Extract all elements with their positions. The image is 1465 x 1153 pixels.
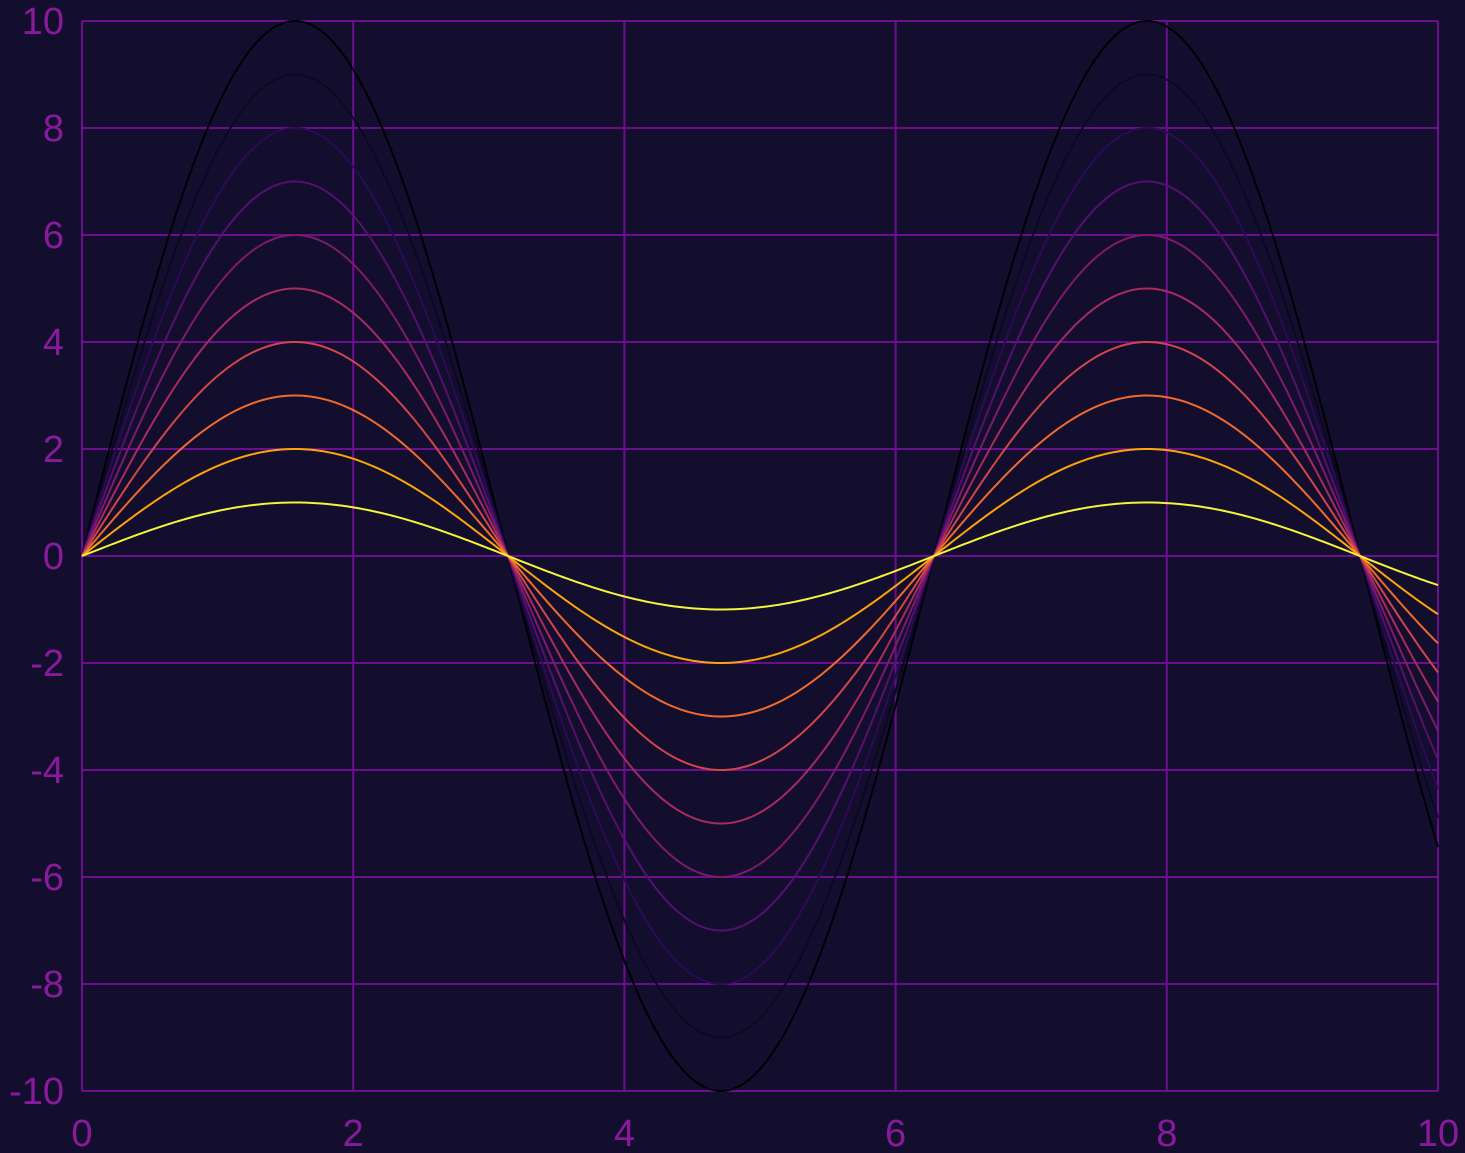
y-tick-label: 10 bbox=[22, 1, 64, 43]
y-tick-label: 8 bbox=[43, 108, 64, 150]
series-line-amplitude-7 bbox=[81, 180, 1439, 932]
series-line-amplitude-1 bbox=[81, 501, 1439, 611]
series-line-amplitude-5 bbox=[81, 287, 1439, 825]
y-tick-label: -2 bbox=[30, 643, 64, 685]
series-line-amplitude-2 bbox=[81, 447, 1439, 665]
y-tick-label: 6 bbox=[43, 215, 64, 257]
y-tick-label: 2 bbox=[43, 429, 64, 471]
y-tick-label: -6 bbox=[30, 857, 64, 899]
series-line-amplitude-8 bbox=[81, 126, 1439, 986]
series-line-amplitude-6 bbox=[81, 233, 1439, 879]
series-line-amplitude-4 bbox=[81, 340, 1439, 772]
x-tick-label: 4 bbox=[614, 1113, 635, 1153]
y-tick-label: -10 bbox=[9, 1071, 64, 1113]
y-tick-label: -8 bbox=[30, 964, 64, 1006]
x-tick-label: 0 bbox=[71, 1113, 92, 1153]
x-tick-label: 8 bbox=[1156, 1113, 1177, 1153]
x-tick-label: 2 bbox=[343, 1113, 364, 1153]
x-tick-labels: 0 2 4 6 8 10 bbox=[71, 1113, 1459, 1153]
y-tick-label: 0 bbox=[43, 536, 64, 578]
y-tick-label: -4 bbox=[30, 750, 64, 792]
x-tick-label: 10 bbox=[1417, 1113, 1459, 1153]
y-tick-label: 4 bbox=[43, 322, 64, 364]
series-line-amplitude-10 bbox=[81, 19, 1439, 1093]
series-line-amplitude-9 bbox=[81, 73, 1439, 1039]
x-tick-label: 6 bbox=[885, 1113, 906, 1153]
y-tick-labels: 10 8 6 4 2 0 -2 -4 -6 -8 -10 bbox=[9, 1, 64, 1113]
series-lines bbox=[81, 19, 1439, 1093]
series-line-amplitude-3 bbox=[81, 394, 1439, 718]
